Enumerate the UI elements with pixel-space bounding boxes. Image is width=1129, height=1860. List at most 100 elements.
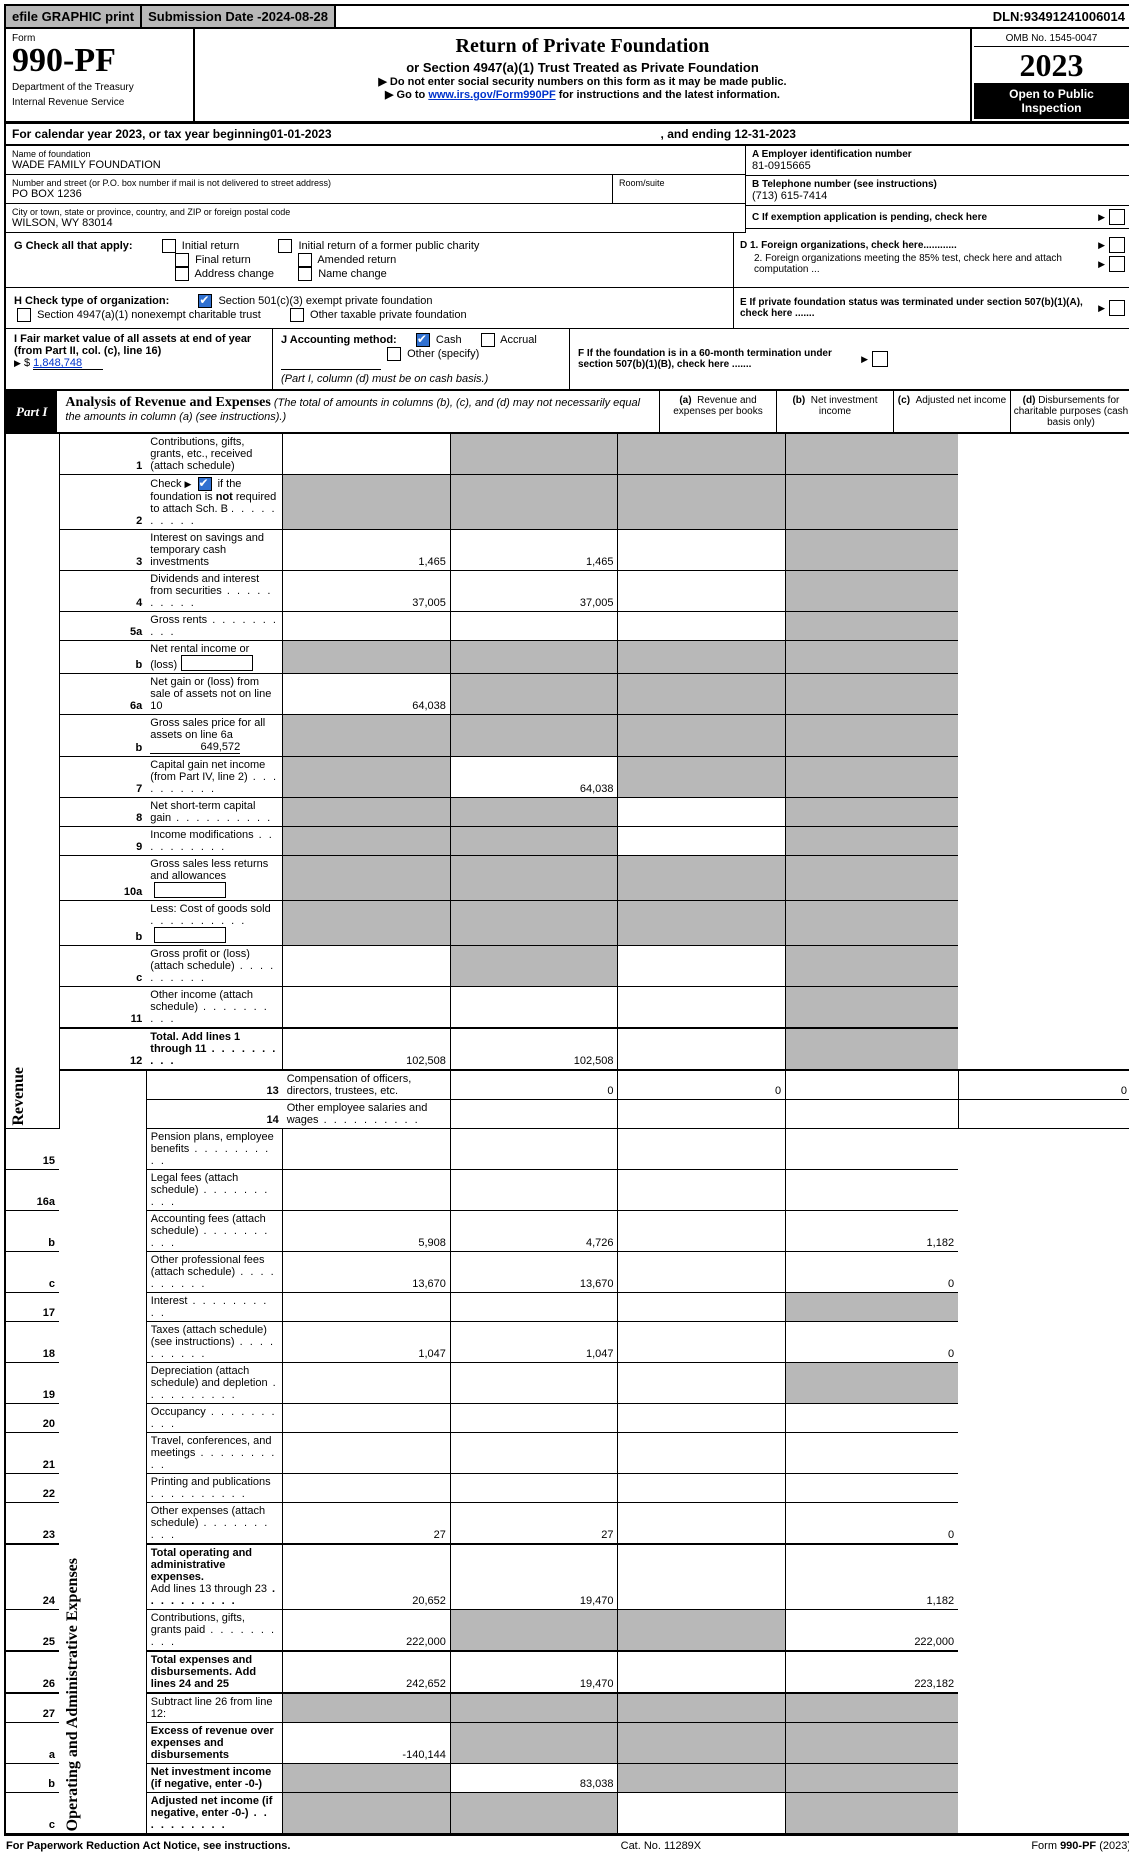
table-row: bGross sales price for all assets on lin… <box>5 715 1129 757</box>
table-row: 8Net short-term capital gain <box>5 798 1129 827</box>
table-row: bNet investment income (if negative, ent… <box>5 1764 1129 1793</box>
table-row: bLess: Cost of goods sold <box>5 901 1129 946</box>
form-id-block: Form 990-PF Department of the Treasury I… <box>6 29 195 121</box>
table-row: 21Travel, conferences, and meetings <box>5 1433 1129 1474</box>
h-block: H Check type of organization: Section 50… <box>6 288 733 328</box>
efile-label: efile GRAPHIC print <box>6 6 142 27</box>
i-j-f-row: I Fair market value of all assets at end… <box>4 329 1129 391</box>
checkbox-other-taxable[interactable] <box>290 308 304 322</box>
table-row: 16aLegal fees (attach schedule) <box>5 1170 1129 1211</box>
checkbox-4947[interactable] <box>17 308 31 322</box>
calendar-year-row: For calendar year 2023, or tax year begi… <box>4 123 1129 146</box>
top-bar: efile GRAPHIC print Submission Date - 20… <box>4 4 1129 29</box>
ein-cell: A Employer identification number 81-0915… <box>746 146 1129 176</box>
c-exemption-cell: C If exemption application is pending, c… <box>746 206 1129 229</box>
table-row: bNet rental income or (loss) <box>5 641 1129 674</box>
instruction-1: Do not enter social security numbers on … <box>203 75 962 88</box>
table-row: Revenue 1 Contributions, gifts, grants, … <box>5 434 1129 475</box>
part1-desc: Analysis of Revenue and Expenses (The to… <box>57 391 659 432</box>
table-row: 19Depreciation (attach schedule) and dep… <box>5 1363 1129 1404</box>
checkbox-schb[interactable] <box>198 477 212 491</box>
form-subtitle: or Section 4947(a)(1) Trust Treated as P… <box>203 60 962 75</box>
table-row: 10aGross sales less returns and allowanc… <box>5 856 1129 901</box>
table-row: 18Taxes (attach schedule) (see instructi… <box>5 1322 1129 1363</box>
table-row: 22Printing and publications <box>5 1474 1129 1503</box>
e-block: E If private foundation status was termi… <box>733 288 1129 328</box>
col-a-hdr: (a) Revenue and expenses per books <box>659 391 776 432</box>
checkbox-f[interactable] <box>872 351 888 367</box>
dept-treasury: Department of the Treasury <box>12 82 187 93</box>
table-row: 17Interest <box>5 1293 1129 1322</box>
g-d-row: G Check all that apply: Initial return I… <box>4 233 1129 288</box>
table-row: 12Total. Add lines 1 through 11 102,508 … <box>5 1028 1129 1070</box>
arrow-icon <box>861 354 868 365</box>
info-block: Name of foundation WADE FAMILY FOUNDATIO… <box>4 146 1129 233</box>
table-row: 7Capital gain net income (from Part IV, … <box>5 757 1129 798</box>
table-row: 23Other expenses (attach schedule) 27 27… <box>5 1503 1129 1545</box>
checkbox-d2[interactable] <box>1109 256 1125 272</box>
table-row: cAdjusted net income (if negative, enter… <box>5 1793 1129 1835</box>
col-d-hdr: (d) Disbursements for charitable purpose… <box>1010 391 1129 432</box>
table-row: Operating and Administrative Expenses 13… <box>5 1070 1129 1100</box>
table-row: 5aGross rents <box>5 612 1129 641</box>
d-block: D 1. Foreign organizations, check here..… <box>733 233 1129 287</box>
checkbox-other-method[interactable] <box>387 347 401 361</box>
checkbox-final-return[interactable] <box>175 253 189 267</box>
checkbox-501c3[interactable] <box>198 294 212 308</box>
checkbox-e[interactable] <box>1109 300 1125 316</box>
address-cell: Number and street (or P.O. box number if… <box>6 175 745 204</box>
side-expenses: Operating and Administrative Expenses <box>64 1558 82 1831</box>
year-block: OMB No. 1545-0047 2023 Open to Public In… <box>970 29 1129 121</box>
table-row: bAccounting fees (attach schedule) 5,908… <box>5 1211 1129 1252</box>
arrow-icon <box>1098 259 1105 270</box>
submission-date: Submission Date - 2024-08-28 <box>142 6 336 27</box>
table-row: 26Total expenses and disbursements. Add … <box>5 1651 1129 1693</box>
dln: DLN: 93491241006014 <box>987 6 1129 27</box>
checkbox-address-change[interactable] <box>175 267 189 281</box>
form-title: Return of Private Foundation <box>203 35 962 58</box>
f-block: F If the foundation is in a 60-month ter… <box>570 329 896 389</box>
fmv-link[interactable]: 1,848,748 <box>33 357 103 370</box>
table-row: 6aNet gain or (loss) from sale of assets… <box>5 674 1129 715</box>
col-b-hdr: (b) Net investment income <box>776 391 893 432</box>
checkbox-d1[interactable] <box>1109 237 1125 253</box>
checkbox-initial-return[interactable] <box>162 239 176 253</box>
table-row: aExcess of revenue over expenses and dis… <box>5 1723 1129 1764</box>
table-row: cOther professional fees (attach schedul… <box>5 1252 1129 1293</box>
form-title-block: Return of Private Foundation or Section … <box>195 29 970 121</box>
form-header: Form 990-PF Department of the Treasury I… <box>4 29 1129 123</box>
h-e-row: H Check type of organization: Section 50… <box>4 288 1129 329</box>
footer: For Paperwork Reduction Act Notice, see … <box>4 1835 1129 1856</box>
footer-left: For Paperwork Reduction Act Notice, see … <box>6 1840 290 1852</box>
footer-mid: Cat. No. 11289X <box>621 1840 702 1852</box>
table-row: 14Other employee salaries and wages <box>5 1100 1129 1129</box>
tax-year: 2023 <box>974 47 1129 83</box>
table-row: 11Other income (attach schedule) <box>5 987 1129 1029</box>
checkbox-accrual[interactable] <box>481 333 495 347</box>
telephone-cell: B Telephone number (see instructions) (7… <box>746 176 1129 206</box>
table-row: 9Income modifications <box>5 827 1129 856</box>
table-row: 27Subtract line 26 from line 12: <box>5 1693 1129 1723</box>
open-public: Open to Public Inspection <box>974 83 1129 119</box>
footer-right: Form 990-PF (2023) <box>1031 1840 1129 1852</box>
part1-tag: Part I <box>6 391 57 432</box>
table-row: 3Interest on savings and temporary cash … <box>5 530 1129 571</box>
i-block: I Fair market value of all assets at end… <box>6 329 273 389</box>
checkbox-initial-former[interactable] <box>278 239 292 253</box>
checkbox-amended[interactable] <box>298 253 312 267</box>
arrow-icon <box>1098 240 1105 251</box>
side-revenue: Revenue <box>10 1067 28 1126</box>
table-row: cGross profit or (loss) (attach schedule… <box>5 946 1129 987</box>
arrow-icon <box>1098 212 1105 223</box>
checkbox-c[interactable] <box>1109 209 1125 225</box>
city-cell: City or town, state or province, country… <box>6 204 745 233</box>
arrow-icon <box>185 478 192 490</box>
j-block: J Accounting method: Cash Accrual Other … <box>273 329 570 389</box>
checkbox-name-change[interactable] <box>298 267 312 281</box>
part1-header: Part I Analysis of Revenue and Expenses … <box>4 391 1129 434</box>
dept-irs: Internal Revenue Service <box>12 97 187 108</box>
form-link[interactable]: www.irs.gov/Form990PF <box>428 89 555 101</box>
checkbox-cash[interactable] <box>416 333 430 347</box>
g-block: G Check all that apply: Initial return I… <box>6 233 733 287</box>
arrow-icon <box>1098 303 1105 314</box>
